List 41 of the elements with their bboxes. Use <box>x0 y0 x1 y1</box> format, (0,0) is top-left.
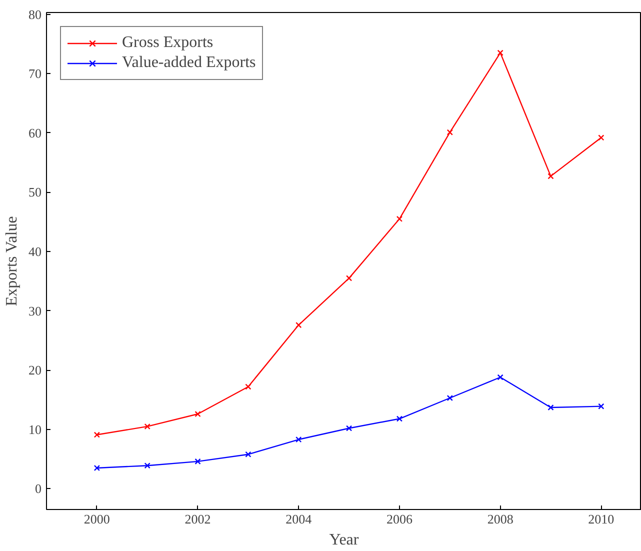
x-tick-label: 2006 <box>386 512 413 526</box>
point <box>548 404 554 411</box>
point <box>396 216 403 222</box>
y-tick-label: 40 <box>28 244 42 260</box>
point <box>94 432 100 438</box>
x-tick-label: 2010 <box>588 512 614 526</box>
point <box>296 436 302 443</box>
y-axis-title: Exports Value <box>4 216 20 306</box>
y-tick-label: 10 <box>28 422 42 437</box>
point <box>598 403 604 410</box>
point <box>346 275 352 282</box>
point <box>194 410 201 418</box>
point <box>94 464 100 472</box>
y-tick-label: 70 <box>28 66 42 82</box>
y-tick-label: 80 <box>28 6 42 22</box>
point <box>144 423 150 430</box>
point <box>497 374 504 380</box>
x-tick-label: 2008 <box>487 512 514 526</box>
x-tick-label: 2000 <box>84 512 110 526</box>
legend-label: Gross Exports <box>122 34 214 52</box>
point <box>497 50 504 56</box>
point <box>245 384 252 390</box>
point <box>144 462 150 469</box>
legend-label: Value-added Exports <box>122 54 256 72</box>
point <box>446 394 453 402</box>
point <box>598 134 604 141</box>
x-tick-label: 2004 <box>286 512 312 526</box>
point <box>396 416 403 422</box>
point <box>346 425 352 432</box>
x-tick-label: 2002 <box>184 512 211 526</box>
point <box>194 458 201 465</box>
point <box>245 451 252 458</box>
y-tick-label: 60 <box>28 125 42 140</box>
y-tick-label: 50 <box>28 184 42 200</box>
y-tick-label: 0 <box>35 481 42 496</box>
point <box>548 173 554 180</box>
x-axis-title: Year <box>329 532 360 548</box>
y-tick-label: 20 <box>28 362 42 378</box>
y-tick-label: 30 <box>28 303 42 318</box>
point <box>296 322 302 328</box>
point <box>446 129 453 136</box>
